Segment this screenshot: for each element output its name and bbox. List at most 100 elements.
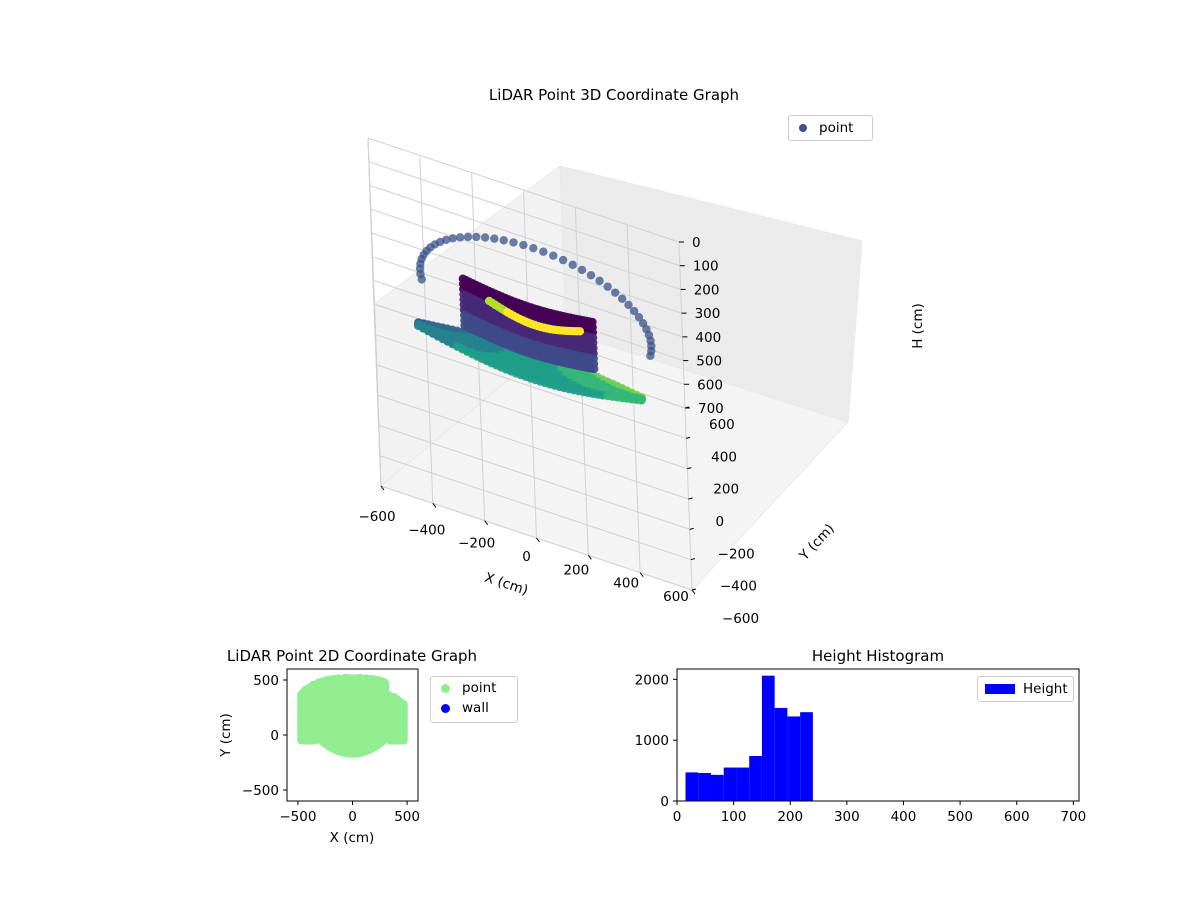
y-tick-3d [688,497,693,500]
histogram-bars [685,675,813,801]
y-tick-3d [689,527,694,530]
z-tick-label-3d: 400 [695,330,721,346]
point-3d [472,232,481,242]
z-tick-label-3d: 700 [698,401,724,417]
legend-label-height: Height [1023,681,1068,697]
y-tick-label-3d: 200 [713,482,739,498]
z-tick-label-3d: 200 [694,282,720,298]
chart-2d: LiDAR Point 2D Coordinate Graph −500−500… [218,647,477,846]
legend-3d: point [788,115,873,141]
point-3d [441,235,451,245]
y-tick-label-2d: 0 [270,728,279,744]
z-axis-label-3d: H (cm) [910,303,926,349]
y-tick-label-hist: 2000 [635,672,669,688]
histogram-bar [800,712,813,801]
chart-2d-title: LiDAR Point 2D Coordinate Graph [227,647,477,665]
x-tick-label-hist: 0 [673,809,682,825]
point-3d [455,233,465,242]
histogram-bar [774,707,788,801]
point-3d [617,294,627,303]
grid-line [375,333,687,439]
x-tick-label-3d: 0 [522,549,531,565]
point-3d [568,260,577,270]
point-3d [595,276,604,286]
y-axis-label-2d: Y (cm) [218,713,234,758]
y-tick-label-3d: 400 [711,449,737,465]
grid-line [678,241,686,409]
point-3d [480,233,490,242]
point-3d [629,306,639,316]
x-tick-3d [691,589,696,595]
y-tick-3d [686,436,691,439]
x-tick-3d [639,572,644,577]
x-tick-label-2d: 0 [348,809,357,825]
y-tick-label-3d: −600 [722,611,759,627]
x-tick-3d [587,555,592,560]
point-3d [624,300,633,310]
histogram-bar [736,767,750,801]
histogram-bar [787,716,801,801]
legend-marker-wall-2d [441,703,450,713]
grid-line [373,303,382,487]
x-tick-3d [484,520,489,525]
x-tick-label-hist: 100 [721,809,747,825]
z-tick-label-3d: 300 [695,306,721,322]
x-tick-3d [536,537,540,543]
x-tick-label-hist: 700 [1060,809,1086,825]
grid-line [377,394,689,500]
x-tick-label-2d: 500 [394,809,420,825]
point-2d [399,700,408,709]
y-tick-3d [690,558,695,561]
x-tick-3d [380,485,385,491]
y-axis-label-3d: Y (cm) [796,521,838,565]
x-tick-label-3d: 400 [613,576,639,592]
y-tick-3d [687,467,692,470]
axis-ticks-3d: −600 −400 −200 0 200 400 600 600 400 200 0 −200 −400… [358,235,759,627]
histogram-title: Height Histogram [812,647,944,665]
grid-line [369,184,681,290]
point-3d [549,251,558,260]
histogram-bar [710,774,724,801]
legend-marker-point-2d [441,683,450,693]
chart-histogram: Height Histogram 0 100 200 300 400 500 600 700 0… [635,647,1087,825]
y-tick-label-3d: −200 [718,546,755,562]
point-2d [381,679,390,688]
point-3d [539,247,548,256]
y-tick-label-3d: 0 [716,514,725,530]
legend-swatch-height [985,684,1015,694]
x-tick-label-3d: −200 [458,536,495,552]
legend-label-point-3d: point [819,120,854,136]
histogram-bar [723,767,737,801]
y-tick-label-hist: 0 [660,794,669,810]
z-tick-label-3d: 0 [692,235,701,251]
x-tick-label-2d: −500 [279,809,316,825]
x-tick-label-3d: −600 [358,509,395,525]
z-tick-label-3d: 600 [697,377,723,393]
grid-line [367,137,680,243]
grid-line [378,424,690,530]
z-tick-label-3d: 500 [696,354,722,370]
point-3d [529,243,538,253]
y-tick-label-2d: 500 [253,673,279,689]
chart-3d-title: LiDAR Point 3D Coordinate Graph [489,86,739,104]
y-tick-3d [691,588,697,591]
legend-histogram: Height [977,676,1074,702]
point-3d [490,234,499,243]
point-3d [499,236,508,245]
point-3d [589,364,599,374]
point-3d [448,234,458,243]
grid-line [376,364,688,470]
point-3d [603,282,612,291]
y-tick-label-hist: 1000 [635,733,669,749]
histogram-bar [749,755,762,801]
point-3d [646,351,655,361]
x-tick-label-hist: 400 [891,809,917,825]
point-3d [519,240,528,250]
histogram-bar [685,772,699,801]
y-tick-label-3d: 600 [709,417,735,433]
grid-line [368,161,681,267]
point-cloud-2d [297,673,408,758]
x-tick-label-hist: 500 [947,809,973,825]
x-tick-label-hist: 300 [834,809,860,825]
x-axis-label-2d: X (cm) [330,830,375,846]
